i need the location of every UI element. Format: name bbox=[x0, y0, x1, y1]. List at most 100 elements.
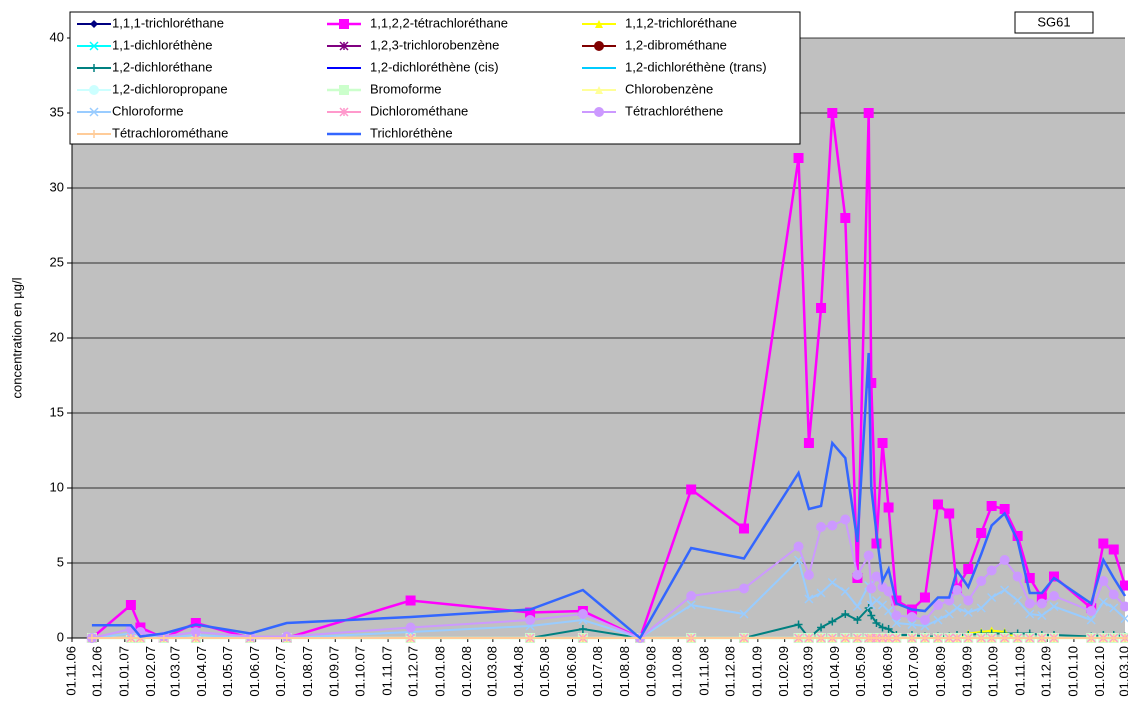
x-tick-label: 01.05.09 bbox=[853, 646, 868, 697]
marker bbox=[987, 634, 996, 642]
marker bbox=[816, 588, 826, 598]
marker bbox=[686, 484, 697, 495]
marker bbox=[793, 153, 804, 163]
marker bbox=[578, 634, 587, 642]
annotation-box bbox=[1014, 11, 1094, 34]
marker bbox=[89, 85, 99, 95]
marker bbox=[1012, 571, 1023, 582]
marker bbox=[919, 592, 930, 603]
marker bbox=[877, 438, 888, 448]
legend-label: Chlorobenzène bbox=[625, 81, 713, 96]
marker bbox=[863, 108, 874, 118]
marker bbox=[1013, 595, 1023, 606]
marker bbox=[1098, 597, 1108, 607]
marker bbox=[952, 603, 962, 613]
marker bbox=[907, 634, 916, 642]
marker bbox=[944, 508, 955, 519]
legend: 1,1,1-trichloréthane 1,1,2,2-tétrachlorét… bbox=[69, 11, 801, 145]
legend-label: 1,1,2-trichloréthane bbox=[625, 15, 737, 30]
y-tick-label: 20 bbox=[50, 329, 64, 344]
x-tick-label: 01.11.09 bbox=[1013, 646, 1028, 696]
marker bbox=[1049, 634, 1058, 642]
marker bbox=[687, 634, 696, 642]
marker bbox=[944, 609, 954, 619]
x-tick-label: 01.04.09 bbox=[827, 646, 842, 697]
marker bbox=[125, 600, 136, 610]
x-tick-label: 01.10.08 bbox=[670, 646, 685, 697]
marker bbox=[793, 541, 804, 552]
x-tick-label: 01.01.07 bbox=[116, 646, 131, 697]
marker bbox=[282, 634, 291, 642]
x-tick-label: 01.03.10 bbox=[1116, 646, 1128, 697]
marker bbox=[525, 615, 536, 625]
marker bbox=[827, 577, 837, 588]
marker bbox=[1037, 610, 1047, 621]
legend-label: Tétrachlorométhane bbox=[112, 125, 228, 140]
marker bbox=[852, 601, 862, 612]
x-tick-label: 01.06.09 bbox=[880, 646, 895, 697]
x-tick-label: 01.12.07 bbox=[405, 646, 420, 697]
marker bbox=[804, 594, 814, 604]
marker bbox=[884, 634, 893, 642]
x-tick-label: 01.08.08 bbox=[617, 646, 632, 697]
marker bbox=[190, 618, 201, 628]
marker bbox=[933, 615, 943, 625]
marker bbox=[1036, 598, 1047, 609]
marker bbox=[804, 634, 813, 642]
marker bbox=[1024, 598, 1035, 609]
marker bbox=[89, 41, 99, 51]
marker bbox=[803, 570, 814, 580]
marker bbox=[1025, 609, 1035, 619]
marker bbox=[963, 607, 973, 618]
marker bbox=[191, 634, 200, 642]
marker bbox=[841, 634, 850, 642]
marker bbox=[406, 634, 415, 642]
marker bbox=[1108, 544, 1119, 555]
marker bbox=[594, 107, 604, 117]
marker bbox=[190, 627, 201, 637]
x-tick-label: 01.09.07 bbox=[327, 646, 342, 697]
y-tick-label: 30 bbox=[50, 179, 64, 194]
x-tick-label: 01.07.09 bbox=[906, 646, 921, 697]
x-tick-label: 01.06.08 bbox=[564, 646, 579, 697]
marker bbox=[891, 618, 901, 628]
marker bbox=[883, 586, 894, 597]
marker bbox=[884, 606, 894, 616]
series-line bbox=[91, 112, 1127, 640]
marker bbox=[986, 565, 997, 576]
x-tick-label: 01.05.08 bbox=[537, 646, 552, 697]
x-tick-label: 01.08.09 bbox=[933, 646, 948, 697]
x-tick-label: 01.02.08 bbox=[459, 646, 474, 697]
marker bbox=[577, 609, 588, 619]
marker bbox=[1000, 634, 1009, 642]
marker bbox=[1108, 589, 1119, 600]
y-axis-label: concentration en µg/l bbox=[9, 277, 24, 398]
annotation: SG61 bbox=[1037, 14, 1070, 29]
marker bbox=[339, 19, 349, 29]
marker bbox=[90, 130, 98, 138]
marker bbox=[1037, 634, 1046, 642]
marker bbox=[817, 623, 826, 632]
marker bbox=[817, 634, 826, 642]
marker bbox=[919, 615, 930, 625]
y-tick-label: 35 bbox=[50, 104, 64, 119]
marker bbox=[977, 634, 986, 642]
marker bbox=[1086, 615, 1096, 625]
marker bbox=[90, 20, 98, 28]
legend-label: 1,1,1-trichloréthane bbox=[112, 15, 224, 30]
y-tick-label: 25 bbox=[50, 254, 64, 269]
marker bbox=[872, 619, 881, 627]
marker bbox=[878, 623, 887, 632]
marker bbox=[907, 619, 917, 630]
marker bbox=[89, 107, 99, 117]
x-tick-label: 01.04.07 bbox=[194, 646, 209, 697]
marker bbox=[738, 583, 749, 594]
legend-label: 1,1-dichloréthène bbox=[112, 37, 212, 52]
series-line bbox=[91, 352, 1127, 640]
marker bbox=[867, 611, 876, 620]
marker bbox=[1109, 634, 1118, 642]
marker bbox=[853, 634, 862, 642]
marker bbox=[952, 585, 963, 595]
marker bbox=[1109, 603, 1119, 613]
legend-label: 1,2-dichloréthane bbox=[112, 59, 212, 74]
